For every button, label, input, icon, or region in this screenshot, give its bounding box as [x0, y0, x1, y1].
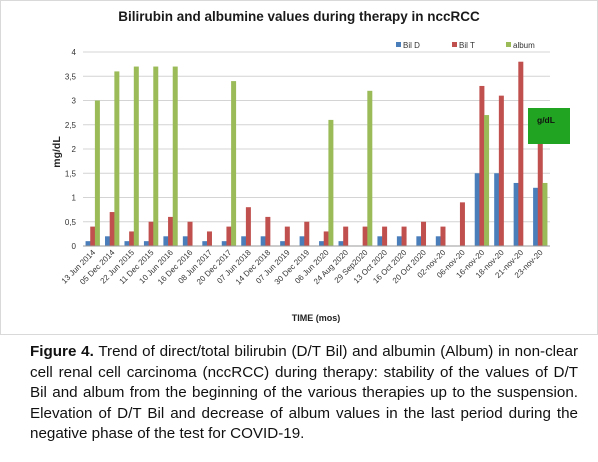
y-tick-labels: 0 0,5 1 1,5 2 2,5 3 3,5 4: [65, 48, 77, 251]
x-axis-label: TIME (mos): [292, 313, 341, 323]
y-tick-label: 3,5: [65, 72, 77, 81]
y-tick-label: 0: [72, 242, 77, 251]
y-axis-label: mg/dL: [51, 136, 63, 168]
y-tick-label: 1: [72, 194, 77, 203]
bar-bil-d: [260, 236, 266, 246]
bar-bil-t: [187, 221, 193, 246]
bar-bil-t: [265, 216, 271, 246]
y-tick-label: 2: [72, 145, 77, 154]
caption-text: Trend of direct/total bilirubin (D/T Bil…: [30, 343, 578, 443]
bar-bil-t: [129, 231, 135, 246]
bar-bil-t: [362, 226, 368, 246]
bar-bil-d: [221, 241, 227, 246]
bar-album: [133, 66, 139, 246]
bar-bil-t: [284, 226, 290, 246]
bar-bil-d: [474, 173, 480, 246]
legend-swatch: [452, 42, 457, 47]
legend-label: Bil D: [403, 41, 420, 50]
y-tick-label: 2,5: [65, 121, 77, 130]
bar-bil-d: [124, 241, 130, 246]
bar-album: [367, 90, 373, 246]
y-tick-label: 3: [72, 97, 77, 106]
bar-bil-d: [143, 241, 149, 246]
bar-bil-d: [416, 236, 422, 246]
grid-layer: [83, 51, 550, 223]
bar-bil-d: [182, 236, 188, 246]
bar-bil-t: [421, 221, 427, 246]
chart-figure: 0 0,5 1 1,5 2 2,5 3 3,5 4 13 Jun 2014 05 Dec 2014…: [0, 0, 598, 335]
bar-album: [114, 71, 120, 247]
bar-bil-d: [299, 236, 305, 246]
legend: Bil D Bil T album: [396, 41, 535, 50]
bar-bil-d: [280, 241, 286, 246]
y-tick-label: 0,5: [65, 218, 77, 227]
bar-bil-t: [498, 95, 504, 247]
bar-bil-d: [533, 187, 539, 246]
bar-bil-d: [338, 241, 344, 246]
bar-bil-d: [319, 241, 325, 246]
bar-bil-t: [343, 226, 349, 246]
bar-bil-t: [459, 202, 465, 246]
bar-album: [328, 119, 334, 246]
bar-bil-t: [479, 85, 485, 246]
bar-bil-t: [304, 221, 310, 246]
bar-bil-t: [226, 226, 232, 246]
bar-album: [153, 66, 159, 246]
bar-bil-d: [377, 236, 383, 246]
bar-bil-d: [241, 236, 247, 246]
bar-bil-t: [537, 139, 543, 246]
legend-swatch: [396, 42, 401, 47]
bar-album: [542, 182, 548, 246]
bar-bil-t: [168, 216, 174, 246]
gdl-annotation: g/dL: [537, 115, 555, 125]
bar-bil-d: [85, 241, 91, 246]
bar-bil-t: [90, 226, 96, 246]
bar-bil-t: [245, 207, 251, 246]
bar-album: [484, 115, 490, 246]
bar-bil-t: [382, 226, 388, 246]
bar-bil-d: [513, 182, 519, 246]
bar-bil-t: [401, 226, 407, 246]
bar-bil-t: [518, 61, 524, 247]
chart-frame: [0, 0, 598, 335]
bar-bil-t: [323, 231, 329, 246]
bar-bil-t: [148, 221, 154, 246]
bar-bil-t: [206, 231, 212, 246]
chart-title: Bilirubin and albumine values during the…: [118, 9, 480, 24]
legend-label: album: [513, 41, 535, 50]
legend-swatch: [506, 42, 511, 47]
gdl-annotation-box: [528, 108, 570, 144]
bars-layer: [85, 61, 548, 247]
bar-album: [172, 66, 178, 246]
bar-bil-d: [494, 173, 500, 246]
bar-bil-t: [109, 212, 115, 246]
bar-bil-d: [163, 236, 169, 246]
legend-label: Bil T: [459, 41, 475, 50]
bar-album: [231, 81, 237, 246]
caption-label: Figure 4.: [30, 343, 94, 360]
bar-bil-d: [105, 236, 111, 246]
figure-caption: Figure 4. Trend of direct/total bilirubi…: [30, 342, 578, 445]
y-tick-label: 1,5: [65, 169, 77, 178]
bar-bil-t: [440, 226, 446, 246]
bar-bil-d: [396, 236, 402, 246]
bar-bil-d: [435, 236, 441, 246]
bar-bil-d: [202, 241, 208, 246]
y-tick-label: 4: [72, 48, 77, 57]
bar-album: [94, 100, 100, 246]
